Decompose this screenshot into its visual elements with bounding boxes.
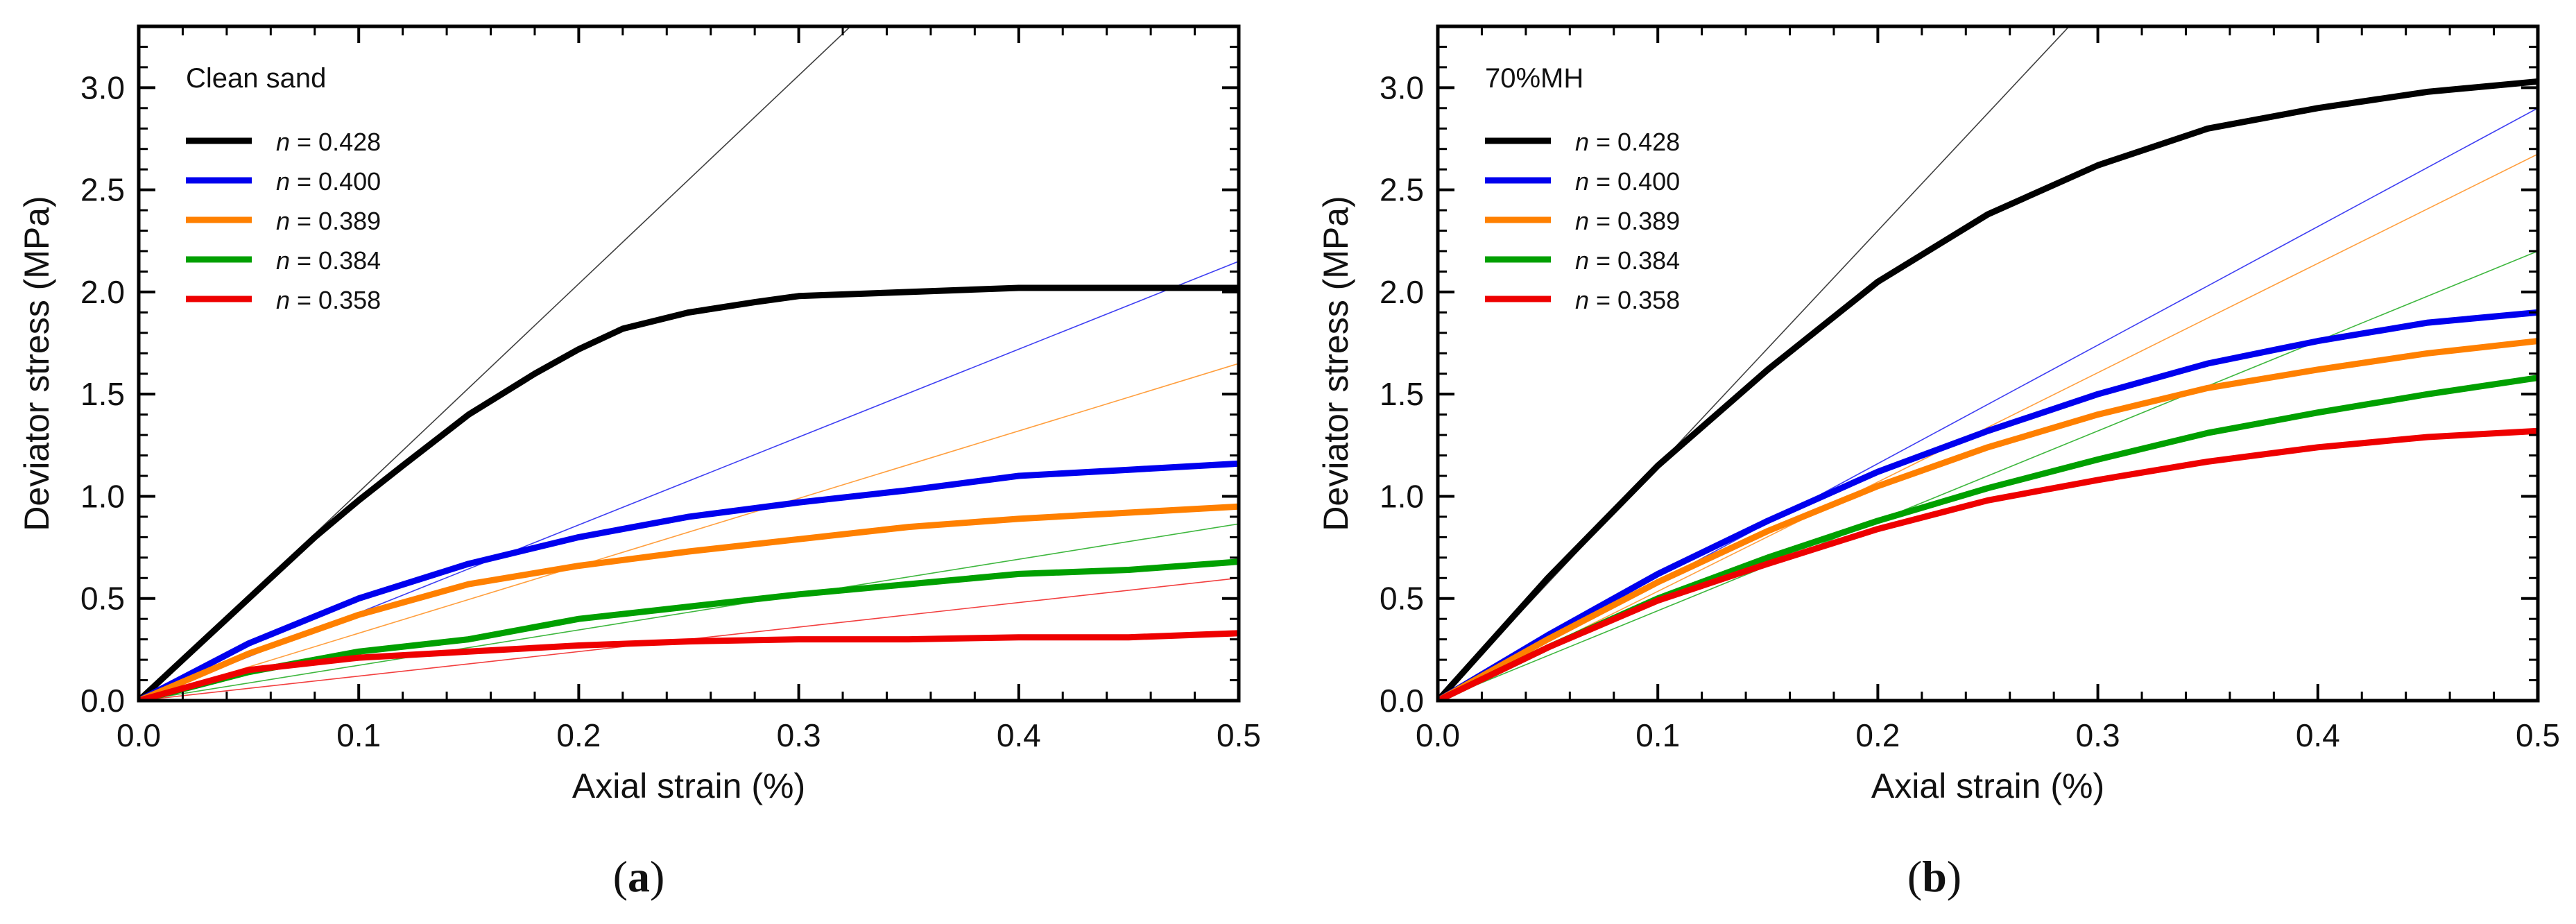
series-line-4 [1438,375,2538,701]
axes-frame [1436,24,2540,703]
y-tick-label: 0.0 [1380,683,1424,719]
series-line-2 [139,460,1239,701]
y-tick-label: 2.0 [1380,274,1424,310]
legend-label: n = 0.389 [276,207,381,235]
series-line-1 [139,284,1239,701]
legend-label: n = 0.400 [1575,167,1680,196]
legend-label: n = 0.384 [1575,246,1680,275]
tangent-line-4 [139,523,1239,701]
series-line-3 [1438,338,2538,701]
x-axis-label: Axial strain (%) [1871,767,2104,805]
y-tick-label: 0.0 [80,683,125,719]
y-tick-label: 2.5 [1380,172,1424,208]
legend-label: n = 0.400 [276,167,381,196]
x-tick-label: 0.2 [1855,717,1900,753]
x-tick-label: 0.0 [117,717,161,753]
series-line-5 [1438,427,2538,701]
series-line-4 [139,558,1239,701]
series-line-2 [1438,309,2538,701]
x-tick-label: 0.4 [2296,717,2340,753]
x-tick-label: 0.1 [336,717,381,753]
plot-area [1438,26,2538,701]
series-line-3 [139,503,1239,701]
legend: n = 0.428 n = 0.400 n = 0.389 n = 0.384 n = … [186,128,381,314]
y-axis-label: Deviator stress (MPa) [1316,196,1355,531]
x-tick-label: 0.4 [997,717,1041,753]
tangent-line-1 [139,26,852,701]
y-tick-label: 1.5 [80,376,125,412]
y-tick-label: 2.0 [80,274,125,310]
tangent-line-3 [139,363,1239,701]
legend: n = 0.428 n = 0.400 n = 0.389 n = 0.384 n = … [1485,128,1680,314]
x-axis-label: Axial strain (%) [572,767,805,805]
x-tick-label: 0.1 [1635,717,1680,753]
chart-panel-1: 0.0 0.1 0.2 0.3 0.4 0.5 0.0 0.5 1.0 1.5 2.0 2.5 3.0 A… [17,24,1261,901]
y-tick-label: 3.0 [80,69,125,105]
tangent-line-1 [1438,26,2070,701]
legend-label: n = 0.358 [276,286,381,314]
y-tick-label: 1.5 [1380,376,1424,412]
y-tick-label: 3.0 [1380,69,1424,105]
tangent-line-3 [1438,153,2538,701]
axes-frame [137,24,1241,703]
x-tick-label: 0.0 [1416,717,1460,753]
series-line-1 [1438,78,2538,701]
legend-label: n = 0.384 [276,246,381,275]
x-tick-label: 0.5 [1217,717,1261,753]
x-tick-label: 0.2 [556,717,601,753]
legend-label: n = 0.389 [1575,207,1680,235]
y-tick-label: 2.5 [80,172,125,208]
panel-label: (a) [613,852,665,901]
panel-label: (b) [1907,852,1961,901]
y-axis-label: Deviator stress (MPa) [17,196,56,531]
legend-label: n = 0.428 [1575,128,1680,156]
x-tick-label: 0.5 [2516,717,2560,753]
panel-annotation: 70%MH [1485,63,1583,94]
series-line-5 [139,630,1239,701]
tangent-line-4 [1438,250,2538,701]
y-tick-label: 1.0 [1380,478,1424,514]
y-tick-label: 1.0 [80,478,125,514]
panel-annotation: Clean sand [186,63,326,94]
y-tick-label: 0.5 [80,581,125,617]
x-tick-label: 0.3 [777,717,821,753]
plot-area [139,26,1239,701]
legend-label: n = 0.428 [276,128,381,156]
y-tick-label: 0.5 [1380,581,1424,617]
x-tick-label: 0.3 [2076,717,2120,753]
legend-label: n = 0.358 [1575,286,1680,314]
chart-panel-2: 0.0 0.1 0.2 0.3 0.4 0.5 0.0 0.5 1.0 1.5 2.0 2.5 3.0 A… [1316,24,2560,901]
